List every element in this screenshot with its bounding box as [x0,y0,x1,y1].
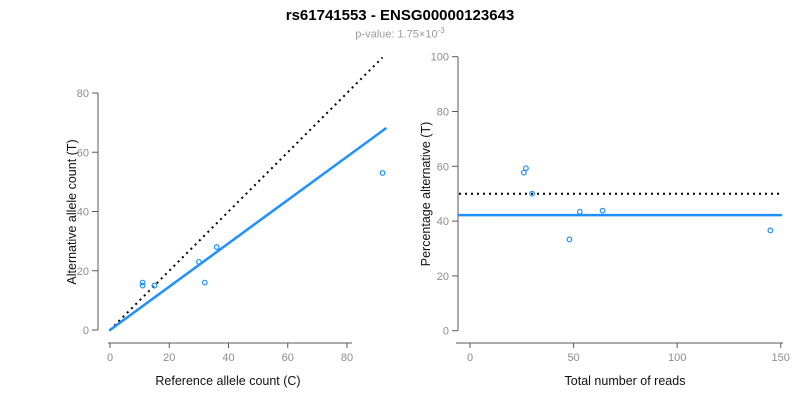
x-tick-label: 0 [467,352,473,364]
y-tick-label: 80 [77,88,89,100]
left-y-axis-title: Alternative allele count (T) [65,139,79,284]
right-scatter-plot: Total number of reads Percentage alterna… [419,52,790,388]
y-tick-label: 40 [437,216,449,228]
y-tick-label: 40 [77,207,89,219]
plot-subtitle: p-value: 1.75×10-3 [0,26,800,41]
y-tick-label: 80 [437,107,449,119]
data-point [151,282,158,289]
x-tick-label: 80 [341,352,353,364]
data-point [139,282,146,289]
data-point [520,169,527,176]
data-point [767,227,774,234]
y-tick-label: 20 [77,266,89,278]
y-tick-label: 20 [437,271,449,283]
y-tick-label: 0 [443,326,449,338]
right-x-axis-title: Total number of reads [565,374,686,388]
x-tick-label: 50 [567,352,579,364]
left-x-axis-title: Reference allele count (C) [155,374,300,388]
pvalue-prefix: p-value: [355,28,398,41]
right-y-axis-title: Percentage alternative (T) [419,122,433,267]
y-tick-label: 0 [83,325,89,337]
x-tick-label: 60 [282,352,294,364]
data-point [576,208,583,215]
y-tick-label: 100 [431,52,449,64]
y-tick-label: 60 [437,161,449,173]
fit-line [108,127,387,332]
pvalue-exponent: -3 [437,26,445,35]
x-tick-label: 0 [107,352,113,364]
x-tick-label: 20 [163,352,175,364]
x-tick-label: 100 [668,352,686,364]
data-point [139,279,146,286]
x-tick-label: 150 [772,352,790,364]
data-point [566,236,573,243]
data-point [195,258,202,265]
x-tick-label: 40 [222,352,234,364]
data-point [529,190,536,197]
data-point [599,207,606,214]
data-point [523,165,529,172]
plot-title: rs61741553 - ENSG00000123643 [285,7,515,24]
left-scatter-plot: Reference allele count (C) Alternative a… [65,56,387,388]
y-tick-label: 60 [77,147,89,159]
data-point [213,244,220,250]
pvalue-mantissa: 1.75×10 [397,28,438,41]
data-point [201,279,208,286]
data-point [379,170,386,176]
identity-line [109,56,384,331]
